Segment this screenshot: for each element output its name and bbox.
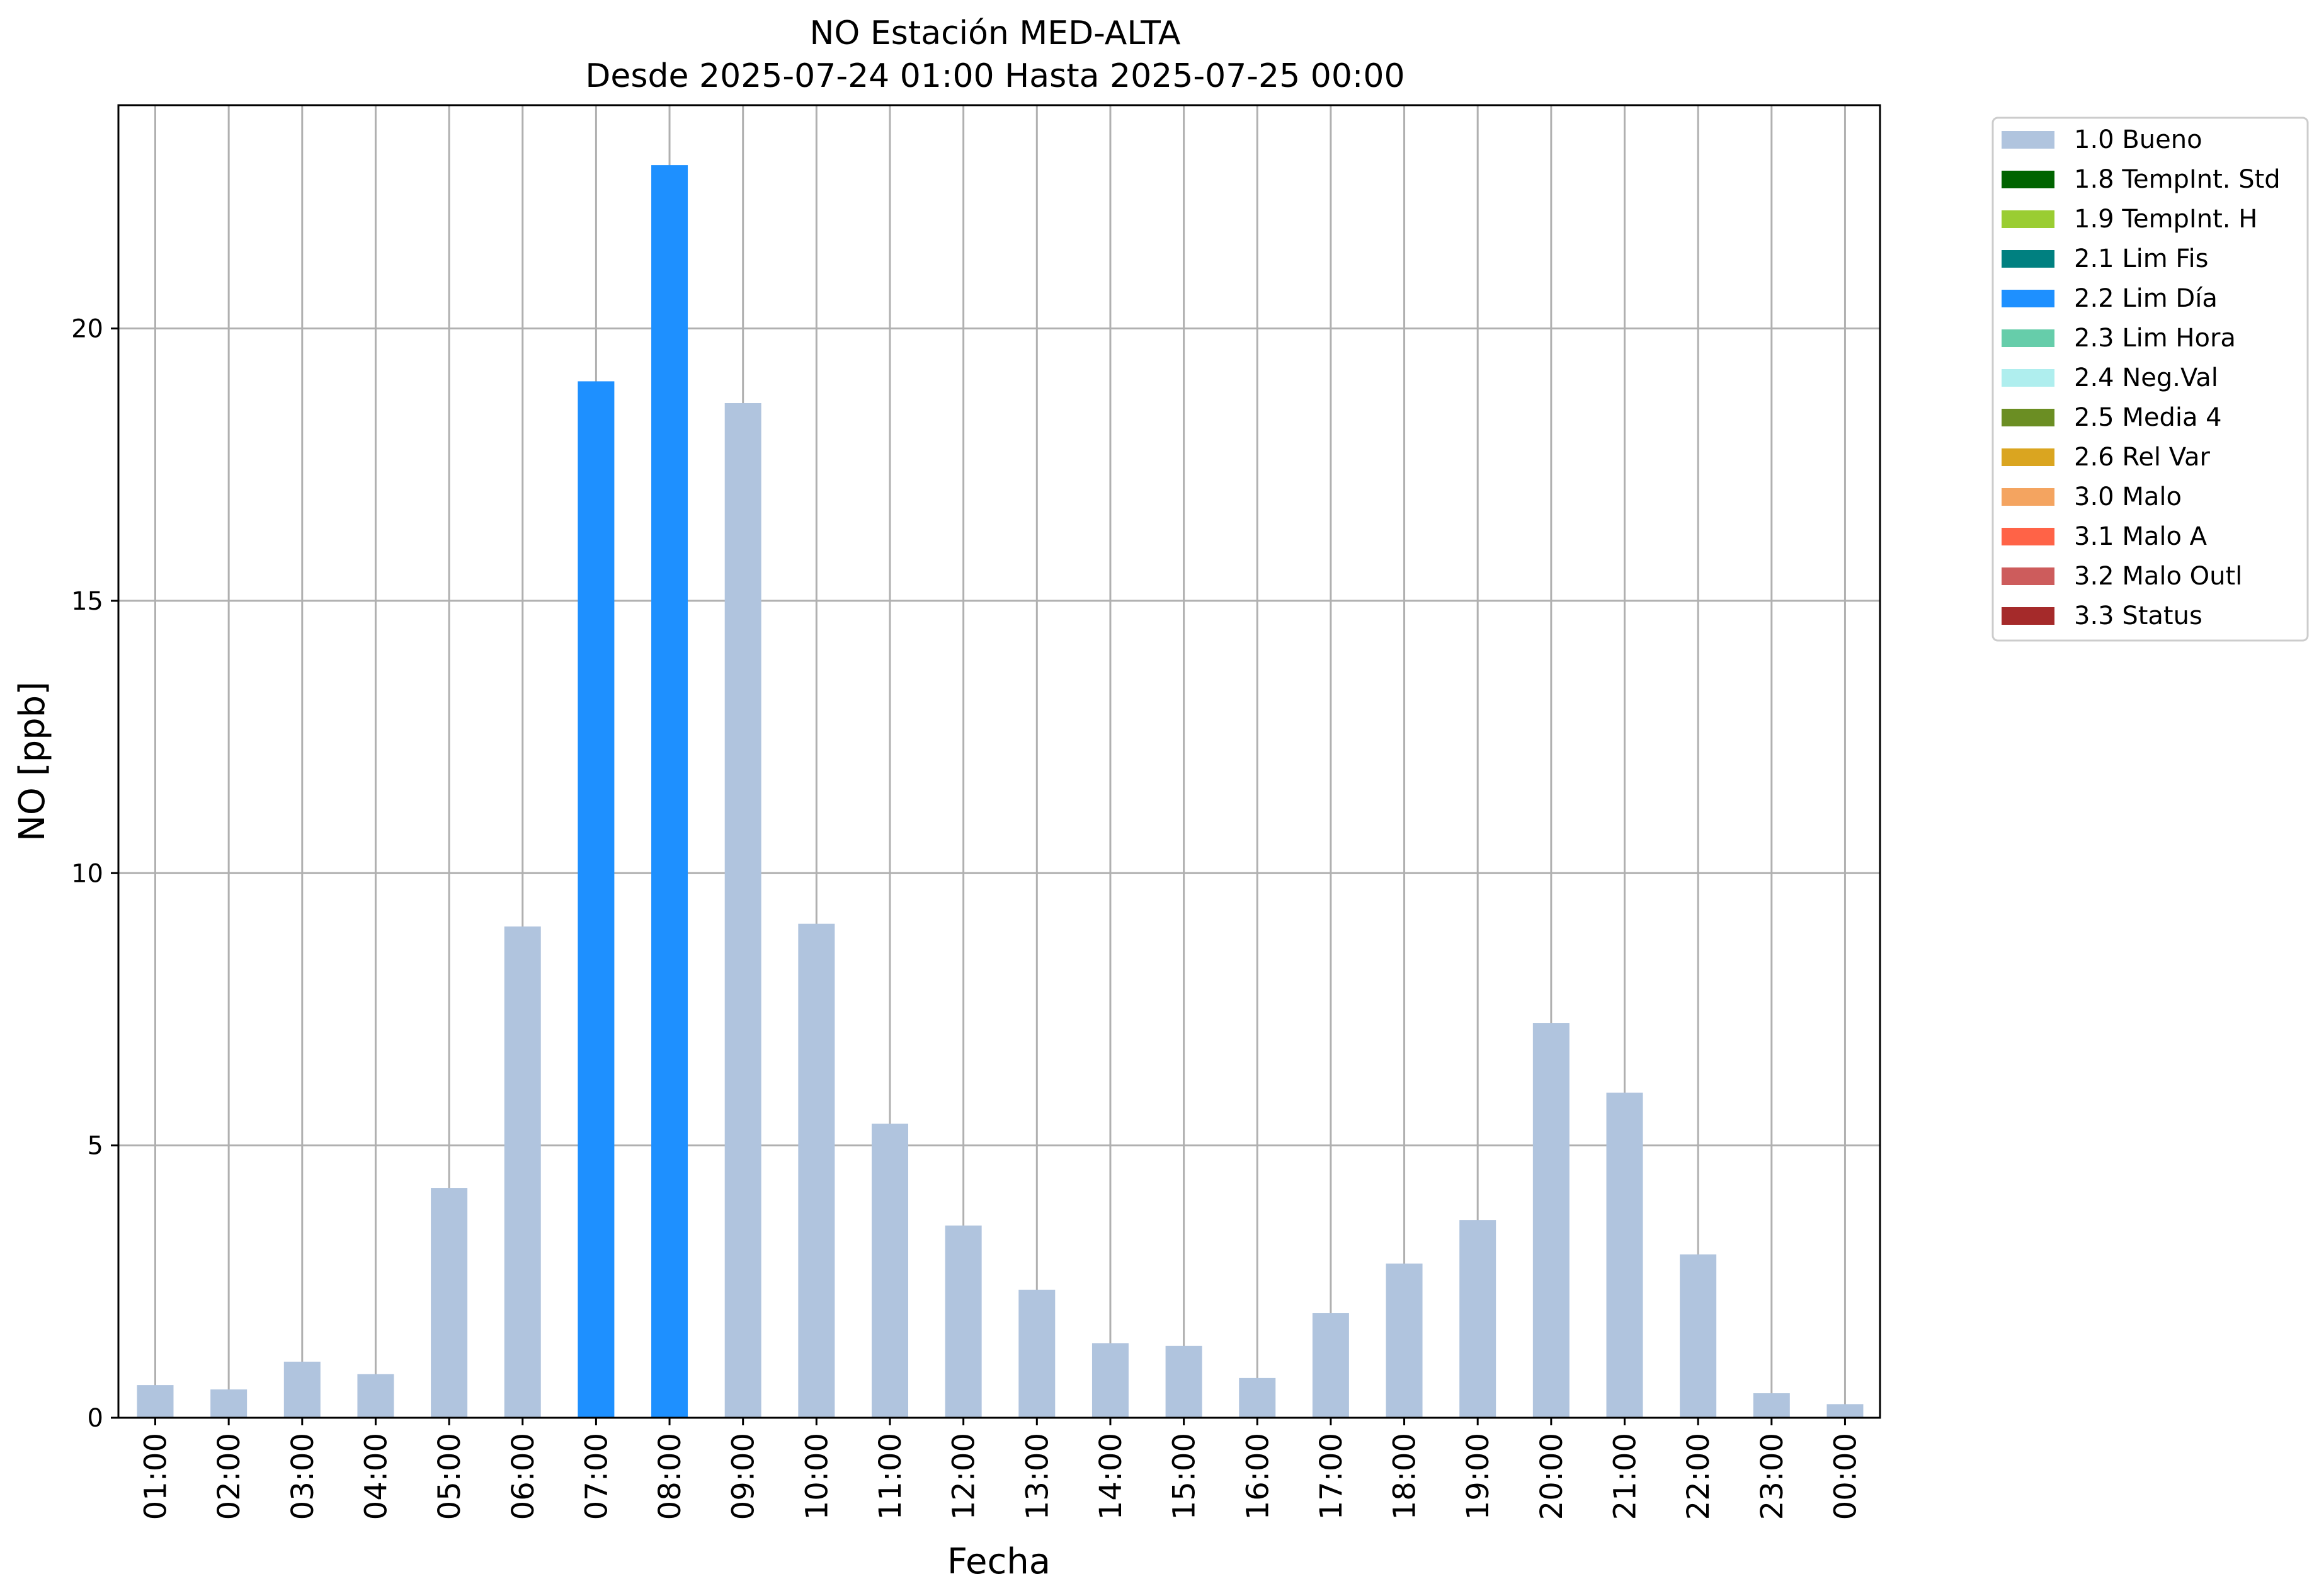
legend-swatch	[2002, 409, 2054, 426]
legend-box	[1991, 117, 2309, 642]
x-tick-label: 13:00	[1020, 1433, 1055, 1520]
legend-swatch	[2002, 567, 2054, 585]
legend-swatch	[2002, 290, 2054, 307]
bar	[137, 1385, 174, 1418]
x-tick-label: 00:00	[1828, 1433, 1863, 1520]
bar	[798, 923, 835, 1418]
legend-swatch	[2002, 488, 2054, 506]
y-axis-label: NO [ppb]	[12, 681, 53, 841]
bar	[1386, 1263, 1423, 1418]
x-tick-label: 04:00	[358, 1433, 394, 1520]
x-axis-label: Fecha	[947, 1541, 1051, 1582]
x-tick-label: 18:00	[1387, 1433, 1423, 1520]
y-tick-label: 5	[88, 1132, 103, 1161]
bar	[651, 165, 688, 1418]
legend-swatch	[2002, 607, 2054, 625]
x-tick-label: 16:00	[1240, 1433, 1275, 1520]
bar	[357, 1374, 394, 1418]
bar	[431, 1188, 468, 1418]
x-tick-label: 06:00	[506, 1433, 541, 1520]
x-tick-label: 08:00	[652, 1433, 688, 1520]
legend-swatch	[2002, 369, 2054, 387]
legend-label: 3.2 Malo Outl	[2074, 562, 2242, 591]
bar	[1312, 1313, 1349, 1418]
bar	[578, 381, 615, 1418]
plot-frame	[117, 104, 1881, 1419]
legend: 1.0 Bueno 1.8 TempInt. Std 1.9 TempInt. H 2…	[2002, 125, 2281, 630]
legend-label: 3.0 Malo	[2074, 482, 2182, 511]
x-tick-label: 07:00	[579, 1433, 614, 1520]
bar	[945, 1225, 982, 1418]
legend-label: 3.3 Status	[2074, 601, 2202, 630]
bars	[137, 165, 1864, 1418]
bar	[1680, 1254, 1717, 1418]
bar	[1532, 1023, 1570, 1418]
bar	[1826, 1404, 1864, 1418]
x-tick-label: 03:00	[285, 1433, 321, 1520]
bar	[1018, 1289, 1056, 1418]
x-tick-label: 10:00	[799, 1433, 835, 1520]
x-axis-ticks: 01:00 02:00 03:00 04:00 05:00 06:00 07:00 08:00…	[139, 1418, 1863, 1520]
x-tick-label: 19:00	[1461, 1433, 1496, 1520]
legend-label: 1.8 TempInt. Std	[2074, 165, 2281, 194]
legend-swatch	[2002, 448, 2054, 466]
x-tick-label: 05:00	[432, 1433, 467, 1520]
x-tick-label: 14:00	[1093, 1433, 1129, 1520]
legend-swatch	[2002, 250, 2054, 268]
bar	[1459, 1220, 1496, 1418]
x-tick-label: 11:00	[873, 1433, 908, 1520]
x-tick-label: 23:00	[1755, 1433, 1790, 1520]
legend-label: 2.6 Rel Var	[2074, 443, 2211, 472]
x-tick-label: 12:00	[947, 1433, 982, 1520]
chart-title: NO Estación MED-ALTA	[810, 14, 1181, 52]
legend-swatch	[2002, 329, 2054, 347]
y-tick-label: 15	[71, 587, 103, 616]
bar	[724, 403, 761, 1418]
x-tick-label: 21:00	[1608, 1433, 1643, 1520]
legend-label: 2.2 Lim Día	[2074, 284, 2218, 313]
x-tick-label: 15:00	[1167, 1433, 1202, 1520]
bar	[210, 1389, 248, 1418]
x-tick-label: 20:00	[1534, 1433, 1570, 1520]
bar	[1239, 1377, 1276, 1418]
legend-swatch	[2002, 171, 2054, 188]
bar	[504, 926, 541, 1418]
legend-swatch	[2002, 131, 2054, 149]
legend-label: 2.3 Lim Hora	[2074, 324, 2236, 353]
legend-swatch	[2002, 210, 2054, 228]
x-tick-label: 01:00	[139, 1433, 174, 1520]
y-tick-label: 0	[88, 1404, 103, 1433]
y-tick-label: 10	[71, 859, 103, 888]
legend-label: 2.1 Lim Fis	[2074, 244, 2208, 273]
y-tick-label: 20	[71, 315, 103, 344]
x-tick-label: 17:00	[1314, 1433, 1349, 1520]
x-tick-label: 02:00	[212, 1433, 247, 1520]
legend-swatch	[2002, 528, 2054, 545]
legend-label: 3.1 Malo A	[2074, 522, 2208, 551]
legend-label: 1.9 TempInt. H	[2074, 205, 2257, 234]
legend-label: 2.5 Media 4	[2074, 403, 2222, 432]
legend-label: 2.4 Neg.Val	[2074, 363, 2218, 392]
bar	[1753, 1393, 1790, 1418]
x-tick-label: 09:00	[726, 1433, 761, 1520]
bar	[1165, 1345, 1202, 1418]
chart-subtitle: Desde 2025-07-24 01:00 Hasta 2025-07-25 …	[585, 57, 1405, 95]
x-tick-label: 22:00	[1681, 1433, 1716, 1520]
bar	[1606, 1092, 1643, 1418]
bar	[1091, 1343, 1129, 1418]
y-axis-ticks: 0 5 10 15 20	[71, 315, 118, 1433]
bar	[872, 1124, 908, 1418]
bar	[283, 1361, 321, 1418]
legend-label: 1.0 Bueno	[2074, 125, 2202, 154]
